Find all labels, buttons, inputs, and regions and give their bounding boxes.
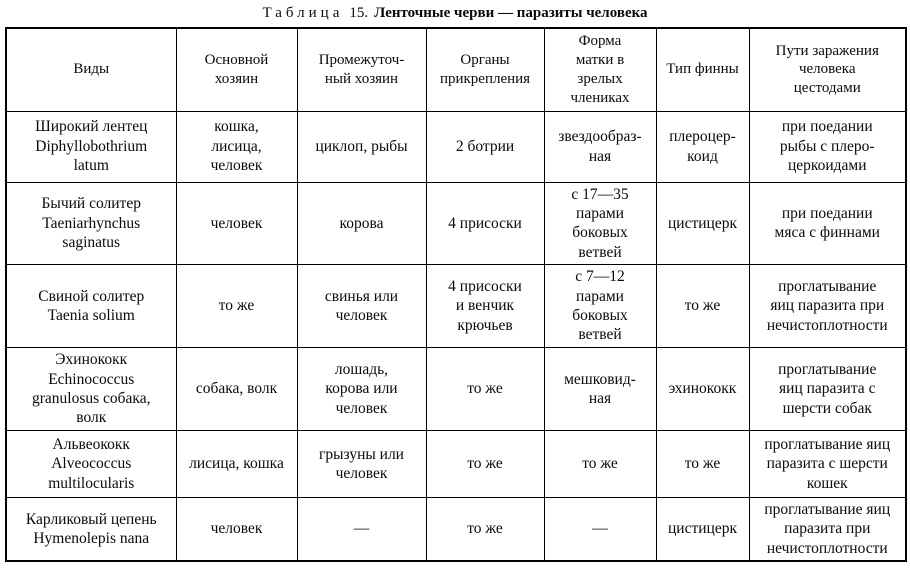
table-title-number: 15. bbox=[349, 5, 369, 21]
cell-intermediate-host: — bbox=[296, 497, 427, 562]
column-header-main-host: Основной хозяин bbox=[175, 27, 298, 112]
cell-species: Свиной солитер Taenia solium bbox=[5, 264, 177, 348]
cell-species: Карликовый цепень Hymenolepis nana bbox=[5, 497, 177, 562]
cell-main-host: человек bbox=[175, 181, 298, 265]
parasites-table: Виды Основной хозяин Промежуточ- ный хоз… bbox=[5, 27, 907, 563]
cell-uterus-shape: с 7—12 парами боковых ветвей bbox=[543, 264, 657, 348]
cell-uterus-shape: звездообраз- ная bbox=[543, 110, 657, 183]
cell-intermediate-host: свинья или человек bbox=[296, 264, 427, 348]
cell-attachment-organs: 2 ботрии bbox=[425, 110, 545, 183]
cell-attachment-organs: то же bbox=[425, 347, 545, 431]
cell-infection-route: проглатывание яиц паразита с шерсти соба… bbox=[748, 347, 907, 431]
cell-species: Альвеококк Alveococcus multilocularis bbox=[5, 430, 177, 498]
cell-main-host: лисица, кошка bbox=[175, 430, 298, 498]
column-header-uterus-shape: Форма матки в зрелых члениках bbox=[543, 27, 657, 112]
cell-infection-route: проглатывание яиц паразита при нечистопл… bbox=[748, 497, 907, 562]
cell-finna-type: цистицерк bbox=[655, 181, 750, 265]
cell-main-host: то же bbox=[175, 264, 298, 348]
cell-attachment-organs: то же bbox=[425, 430, 545, 498]
cell-intermediate-host: циклоп, рыбы bbox=[296, 110, 427, 183]
cell-attachment-organs: 4 присоски bbox=[425, 181, 545, 265]
cell-main-host: кошка, лисица, человек bbox=[175, 110, 298, 183]
cell-finna-type: то же bbox=[655, 430, 750, 498]
cell-species: Широкий лентец Diphyllobothrium latum bbox=[5, 110, 177, 183]
cell-attachment-organs: 4 присоски и венчик крючьев bbox=[425, 264, 545, 348]
table-title: Таблица 15. Ленточные черви — паразиты чел… bbox=[0, 0, 910, 27]
cell-main-host: человек bbox=[175, 497, 298, 562]
table-row: Бычий солитер Taeniarhynchus saginatus ч… bbox=[5, 181, 907, 265]
cell-infection-route: при поедании рыбы с плеро- церкоидами bbox=[748, 110, 907, 183]
cell-infection-route: проглатывание яиц паразита с шерсти коше… bbox=[748, 430, 907, 498]
table-row: Широкий лентец Diphyllobothrium latum ко… bbox=[5, 110, 907, 183]
table-row: Свиной солитер Taenia solium то же свинь… bbox=[5, 264, 907, 348]
cell-uterus-shape: с 17—35 парами боковых ветвей bbox=[543, 181, 657, 265]
cell-uterus-shape: — bbox=[543, 497, 657, 562]
cell-uterus-shape: то же bbox=[543, 430, 657, 498]
cell-finna-type: то же bbox=[655, 264, 750, 348]
cell-finna-type: цистицерк bbox=[655, 497, 750, 562]
cell-species: Бычий солитер Taeniarhynchus saginatus bbox=[5, 181, 177, 265]
table-row: Карликовый цепень Hymenolepis nana челов… bbox=[5, 497, 907, 562]
cell-intermediate-host: лошадь, корова или человек bbox=[296, 347, 427, 431]
column-header-infection-routes: Пути заражения человека цестодами bbox=[748, 27, 907, 112]
cell-infection-route: проглатывание яиц паразита при нечистопл… bbox=[748, 264, 907, 348]
cell-finna-type: плероцер- коид bbox=[655, 110, 750, 183]
column-header-finna-type: Тип финны bbox=[655, 27, 750, 112]
header-row: Виды Основной хозяин Промежуточ- ный хоз… bbox=[5, 27, 907, 112]
cell-intermediate-host: грызуны или человек bbox=[296, 430, 427, 498]
cell-finna-type: эхинококк bbox=[655, 347, 750, 431]
column-header-intermediate-host: Промежуточ- ный хозяин bbox=[296, 27, 427, 112]
table-title-text: Ленточные черви — паразиты человека bbox=[374, 5, 648, 21]
cell-infection-route: при поедании мяса с финнами bbox=[748, 181, 907, 265]
cell-attachment-organs: то же bbox=[425, 497, 545, 562]
cell-uterus-shape: мешковид- ная bbox=[543, 347, 657, 431]
cell-species: Эхинококк Echinococcus granulosus собака… bbox=[5, 347, 177, 431]
table-row: Альвеококк Alveococcus multilocularis ли… bbox=[5, 430, 907, 498]
cell-intermediate-host: корова bbox=[296, 181, 427, 265]
table-row: Эхинококк Echinococcus granulosus собака… bbox=[5, 347, 907, 431]
column-header-attachment-organs: Органы прикрепления bbox=[425, 27, 545, 112]
cell-main-host: собака, волк bbox=[175, 347, 298, 431]
column-header-species: Виды bbox=[5, 27, 177, 112]
table-title-label: Таблица bbox=[262, 5, 344, 21]
